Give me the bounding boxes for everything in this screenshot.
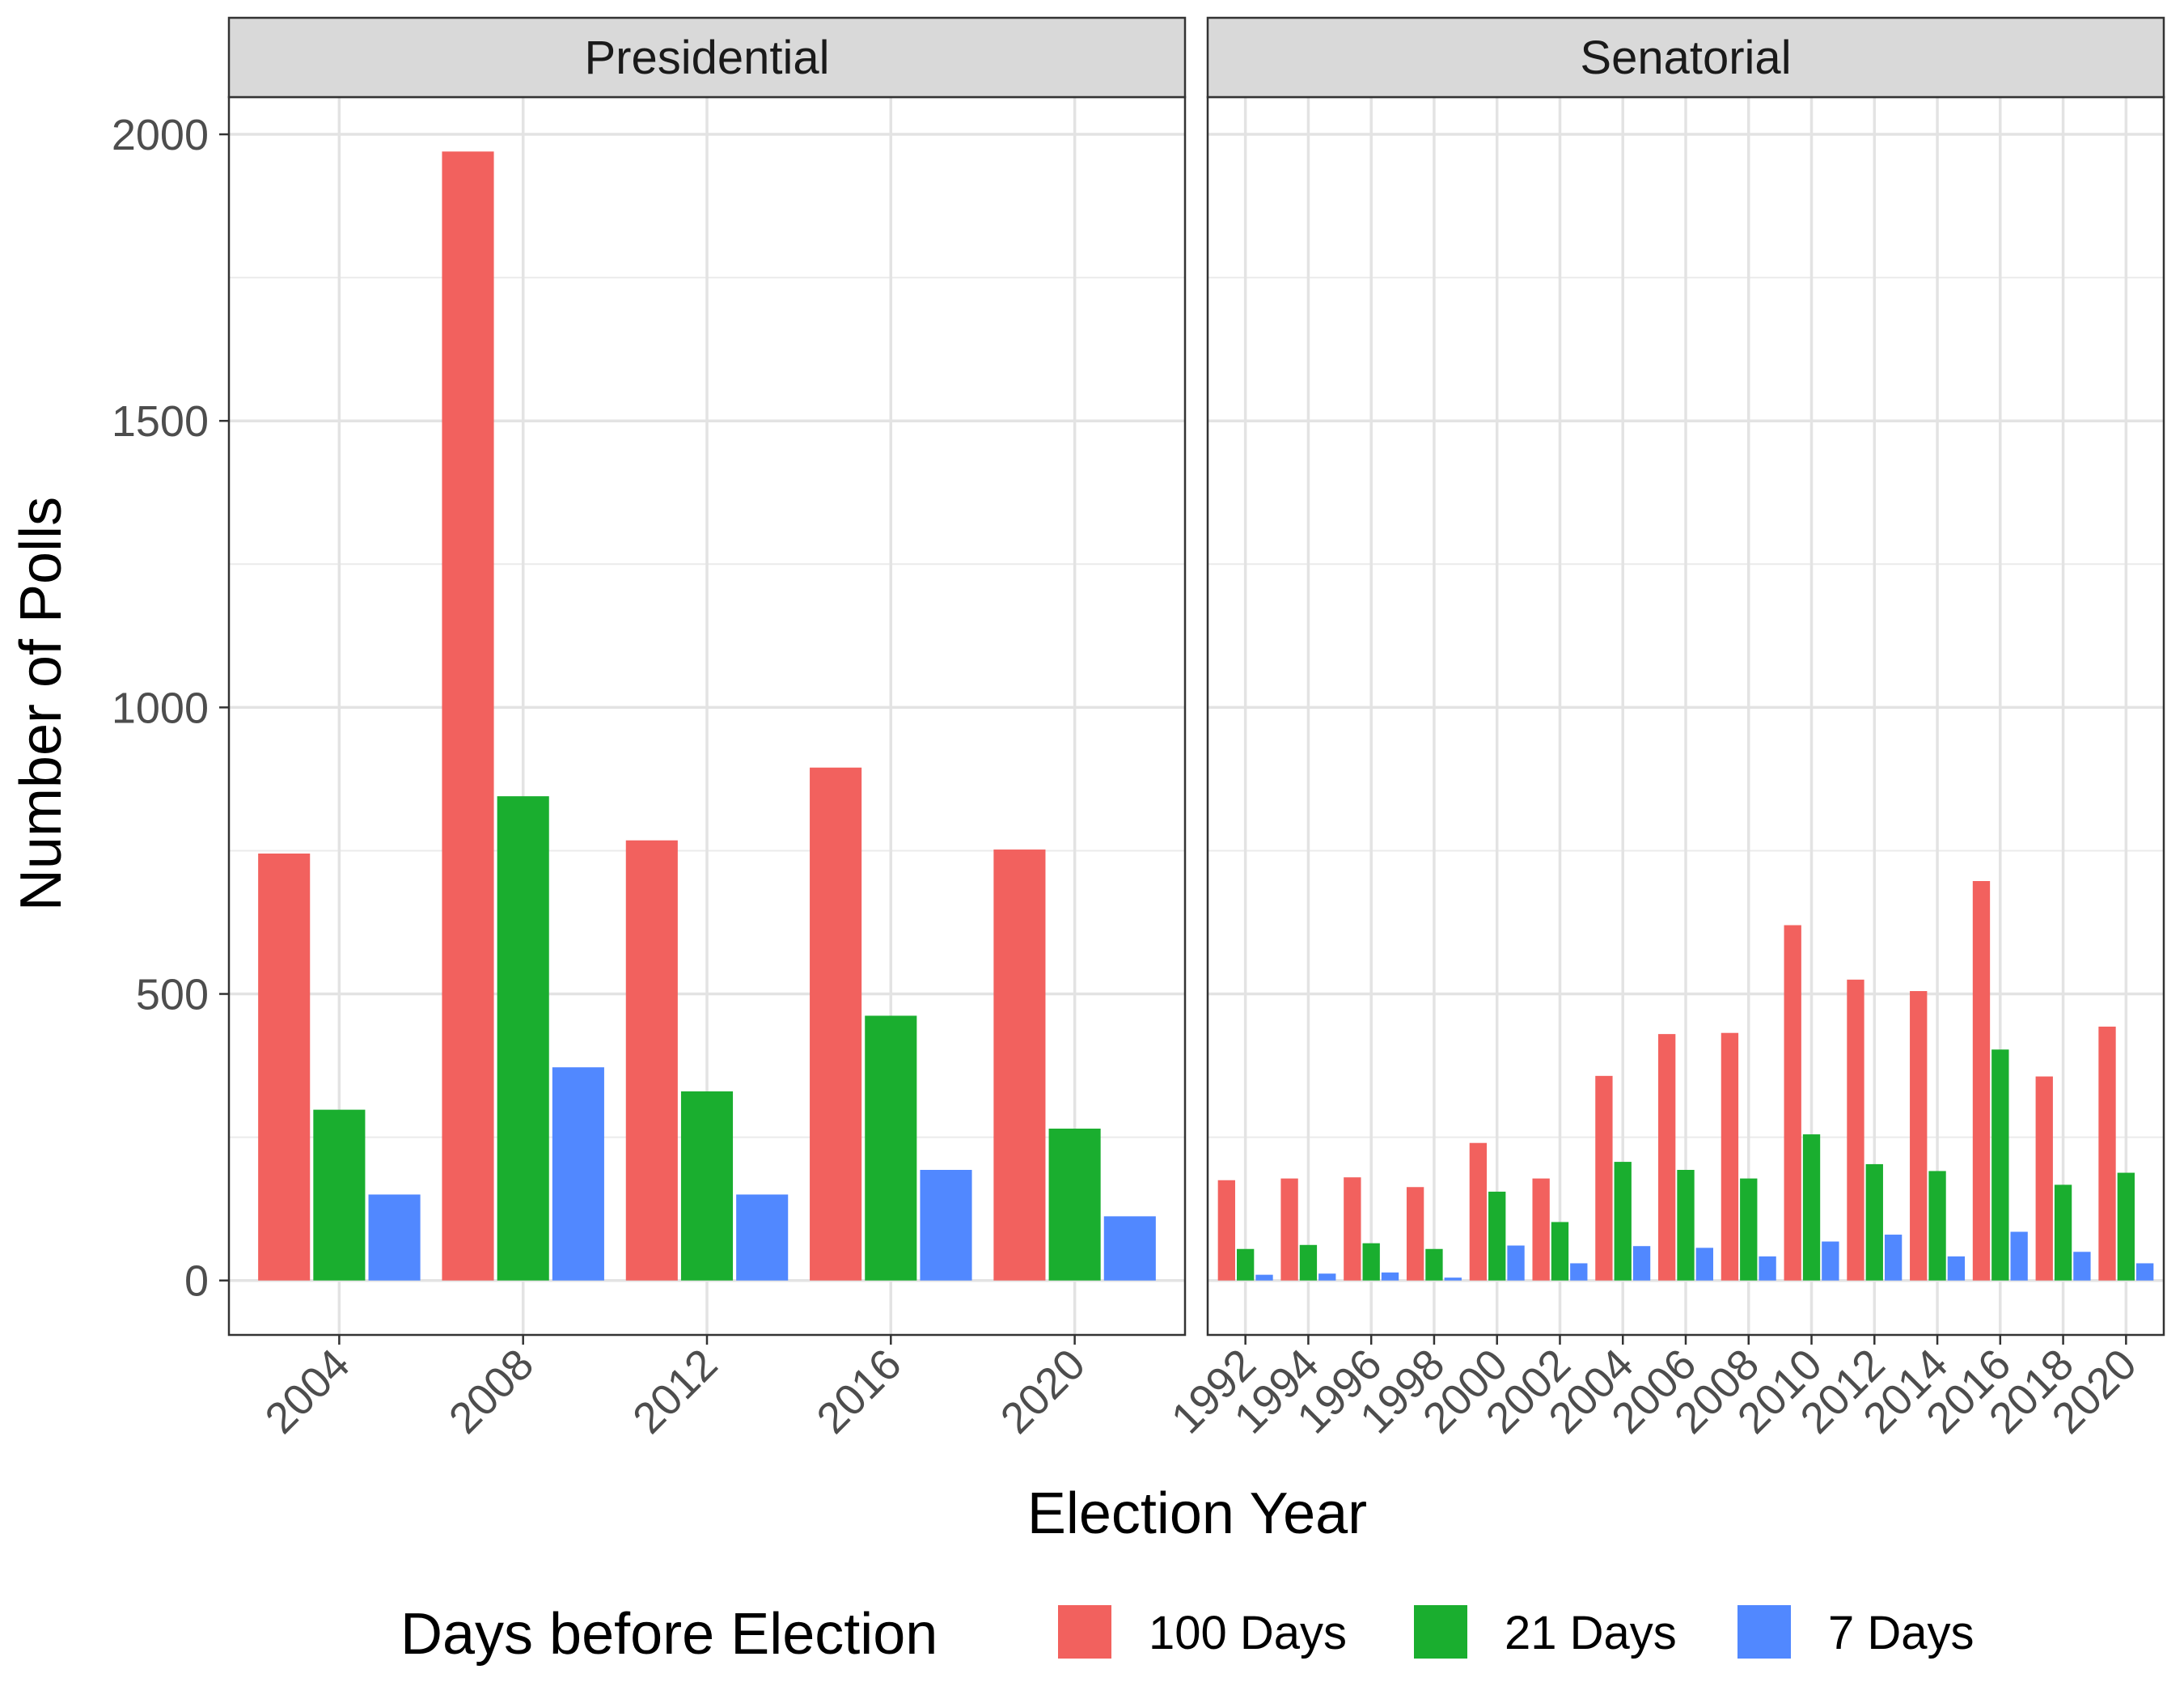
x-tick-label: 2004 — [256, 1340, 358, 1443]
legend-label: 100 Days — [1149, 1607, 1347, 1659]
bar-senatorial-2006-7-days — [1695, 1248, 1713, 1281]
bar-presidential-2020-21-days — [1048, 1129, 1101, 1281]
bar-senatorial-1994-100-days — [1280, 1178, 1298, 1281]
bar-presidential-2012-100-days — [625, 840, 678, 1281]
y-tick-label: 0 — [184, 1257, 209, 1306]
bar-senatorial-2014-21-days — [1928, 1171, 1946, 1281]
strip-label: Senatorial — [1580, 32, 1791, 84]
strip-background — [227, 16, 1187, 99]
bar-senatorial-1998-21-days — [1425, 1248, 1443, 1281]
bar-senatorial-2012-7-days — [1884, 1235, 1903, 1281]
panel-senatorial: Senatorial199219941996199820002002200420… — [1162, 16, 2165, 1443]
panel-presidential: Presidential 2004 2008 2012 2016 2020 — [227, 16, 1187, 1443]
bar-presidential-2016-7-days — [920, 1170, 972, 1281]
bar-presidential-2020-100-days — [993, 850, 1046, 1281]
bar-presidential-2016-100-days — [810, 767, 862, 1281]
bar-senatorial-1996-100-days — [1344, 1177, 1361, 1281]
bar-senatorial-1998-100-days — [1406, 1187, 1424, 1281]
bar-senatorial-2008-21-days — [1740, 1178, 1758, 1281]
bar-senatorial-2010-7-days — [1822, 1241, 1839, 1281]
bar-senatorial-1992-7-days — [1255, 1274, 1273, 1281]
x-axis-title: Election Year — [1027, 1481, 1367, 1546]
panels-layer: Presidential 2004 2008 2012 2016 2020 Senatori… — [227, 16, 2165, 1443]
strip-background — [1206, 16, 2165, 99]
bar-senatorial-2016-7-days — [2010, 1231, 2028, 1281]
bar-senatorial-1992-100-days — [1217, 1180, 1235, 1281]
bar-senatorial-2000-7-days — [1507, 1245, 1525, 1281]
bar-senatorial-2012-100-days — [1847, 979, 1864, 1281]
bar-senatorial-2006-100-days — [1658, 1034, 1676, 1281]
bar-presidential-2012-21-days — [680, 1091, 734, 1281]
bar-presidential-2008-7-days — [552, 1067, 604, 1281]
bar-senatorial-1994-7-days — [1318, 1273, 1336, 1281]
bar-senatorial-1992-21-days — [1236, 1248, 1255, 1281]
y-tick-label: 1500 — [112, 397, 209, 446]
bar-senatorial-1996-21-days — [1362, 1243, 1380, 1281]
bar-senatorial-2004-100-days — [1595, 1075, 1613, 1281]
x-tick-label: 2008 — [440, 1340, 543, 1443]
bar-senatorial-2020-100-days — [2098, 1026, 2116, 1281]
y-axis-title: Number of Polls — [9, 497, 74, 911]
bar-presidential-2012-7-days — [736, 1194, 789, 1281]
y-tick-label: 500 — [136, 971, 209, 1019]
legend-swatch-7-days — [1737, 1605, 1791, 1659]
bar-senatorial-2000-100-days — [1469, 1142, 1488, 1281]
bar-presidential-2004-7-days — [368, 1194, 421, 1281]
bar-senatorial-2020-7-days — [2136, 1263, 2154, 1281]
bar-senatorial-2018-7-days — [2073, 1252, 2091, 1281]
bar-senatorial-2012-21-days — [1865, 1163, 1883, 1281]
bar-presidential-2004-100-days — [258, 854, 311, 1281]
bar-senatorial-2016-21-days — [1991, 1049, 2009, 1281]
y-tick-label: 1000 — [112, 684, 209, 732]
bar-presidential-2004-21-days — [313, 1109, 366, 1281]
bar-senatorial-2010-100-days — [1784, 925, 1801, 1281]
bar-senatorial-2006-21-days — [1677, 1170, 1695, 1281]
bar-senatorial-2008-100-days — [1721, 1032, 1739, 1281]
bar-presidential-2008-21-days — [497, 796, 549, 1281]
legend-swatch-21-days — [1414, 1605, 1467, 1659]
bar-senatorial-1996-7-days — [1381, 1272, 1399, 1281]
y-axis: 0 500 1000 1500 2000 — [112, 111, 229, 1306]
bar-senatorial-2016-100-days — [1972, 881, 1991, 1281]
bar-senatorial-2002-100-days — [1532, 1178, 1550, 1281]
legend-title: Days before Election — [400, 1602, 938, 1667]
bar-senatorial-1994-21-days — [1299, 1244, 1318, 1281]
bar-senatorial-2014-7-days — [1947, 1256, 1966, 1281]
bar-presidential-2020-7-days — [1103, 1216, 1156, 1281]
bar-senatorial-2002-21-days — [1551, 1222, 1569, 1281]
legend-keys: 100 Days 21 Days 7 Days — [1058, 1605, 1974, 1659]
legend: Days before Election 100 Days 21 Days 7 Da… — [400, 1602, 1974, 1667]
bar-senatorial-2008-7-days — [1759, 1256, 1776, 1281]
bar-senatorial-2014-100-days — [1910, 991, 1928, 1281]
bar-senatorial-2004-7-days — [1632, 1246, 1651, 1281]
legend-swatch-100-days — [1058, 1605, 1111, 1659]
bar-senatorial-2002-7-days — [1570, 1263, 1588, 1281]
bar-senatorial-2020-21-days — [2117, 1172, 2135, 1281]
bar-senatorial-2004-21-days — [1614, 1162, 1632, 1281]
y-tick-label: 2000 — [112, 111, 209, 159]
legend-label: 7 Days — [1828, 1607, 1974, 1659]
bar-presidential-2016-21-days — [865, 1015, 917, 1281]
bar-senatorial-1998-7-days — [1444, 1277, 1462, 1281]
legend-label: 21 Days — [1505, 1607, 1677, 1659]
bar-presidential-2008-100-days — [442, 151, 494, 1281]
x-tick-label: 2016 — [807, 1340, 910, 1443]
bar-senatorial-2018-100-days — [2035, 1076, 2053, 1281]
strip-label: Presidential — [584, 32, 829, 84]
bar-senatorial-2000-21-days — [1488, 1191, 1506, 1281]
x-tick-label: 2020 — [992, 1340, 1094, 1443]
bar-senatorial-2010-21-days — [1802, 1134, 1821, 1281]
x-tick-label: 2012 — [624, 1340, 726, 1443]
bar-senatorial-2018-21-days — [2054, 1184, 2072, 1281]
